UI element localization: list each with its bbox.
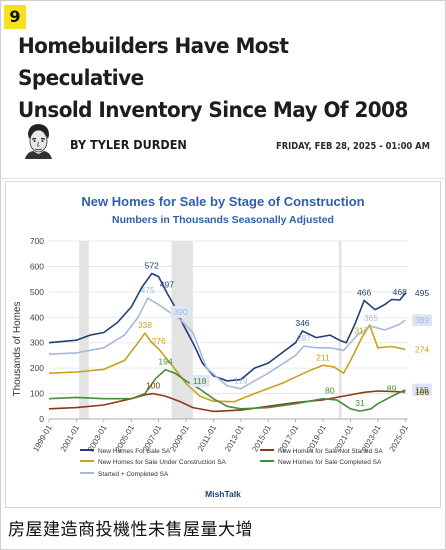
- series-line-0: [48, 272, 406, 382]
- chart-container: New Homes for Sale by Stage of Construct…: [5, 181, 441, 508]
- data-label-495: 495: [415, 288, 429, 298]
- data-label-276: 276: [152, 336, 166, 346]
- series-line-2: [48, 324, 406, 403]
- legend-label-3: New Homes for Sale Completed SA: [278, 459, 382, 466]
- article-headline[interactable]: Homebuilders Have Most Speculative Unsol…: [18, 31, 409, 127]
- chart-title: New Homes for Sale by Stage of Construct…: [81, 194, 364, 209]
- headline-line-2: Unsold Inventory Since May Of 2008: [18, 98, 408, 123]
- data-label-274: 274: [415, 344, 429, 354]
- line-chart: New Homes for Sale by Stage of Construct…: [5, 181, 441, 508]
- data-label-390: 390: [173, 307, 187, 317]
- data-label-365: 365: [364, 313, 378, 323]
- data-label-box-7: [189, 374, 210, 387]
- data-label-346: 346: [295, 318, 309, 328]
- header-divider: [0, 178, 446, 179]
- data-label-106: 106: [415, 387, 429, 397]
- chart-source: MishTalk: [205, 489, 241, 499]
- data-label-box-3: [170, 305, 191, 318]
- data-label-80: 80: [325, 386, 335, 396]
- data-label-89: 89: [387, 383, 397, 393]
- recession-band-2: [338, 241, 342, 419]
- y-tick-label-700: 700: [30, 236, 44, 246]
- data-label-box-21: [412, 314, 432, 327]
- author-byline[interactable]: BY TYLER DURDEN: [70, 137, 187, 152]
- legend-label-2: New Homes for Sale Under Construction SA: [98, 459, 227, 466]
- data-label-466: 466: [357, 288, 371, 298]
- data-label-475: 475: [141, 285, 155, 295]
- data-label-287: 287: [297, 333, 311, 343]
- data-label-31: 31: [355, 398, 365, 408]
- chart-subtitle: Numbers in Thousands Seasonally Adjusted: [112, 214, 334, 226]
- data-label-317: 317: [354, 325, 368, 335]
- data-label-119: 119: [234, 376, 248, 386]
- data-label-338: 338: [138, 320, 152, 330]
- data-label-115: 115: [415, 385, 429, 395]
- series-line-4: [48, 297, 406, 390]
- data-label-box-23: [412, 383, 432, 396]
- y-axis-label: Thousands of Homes: [12, 301, 23, 396]
- y-tick-label-500: 500: [30, 287, 44, 297]
- data-label-100: 100: [146, 381, 160, 391]
- legend-label-0: New Homes For Sale SA: [98, 448, 171, 455]
- publish-date: FRIDAY, FEB 28, 2025 - 01:00 AM: [276, 141, 430, 152]
- data-label-572: 572: [145, 261, 159, 271]
- rank-badge: 9: [4, 5, 26, 29]
- data-label-497: 497: [160, 280, 174, 290]
- y-tick-label-0: 0: [39, 414, 44, 424]
- recession-band-0: [79, 241, 89, 419]
- data-label-194: 194: [158, 357, 172, 367]
- author-avatar[interactable]: [19, 121, 57, 159]
- data-label-468: 468: [393, 287, 407, 297]
- y-tick-label-300: 300: [30, 338, 44, 348]
- data-label-211: 211: [316, 352, 330, 362]
- y-tick-label-400: 400: [30, 312, 44, 322]
- y-tick-label-600: 600: [30, 261, 44, 271]
- legend-label-4: Started + Completed SA: [98, 471, 169, 478]
- y-tick-label-100: 100: [30, 389, 44, 399]
- image-caption: 房屋建造商投機性未售屋量大增: [8, 520, 253, 540]
- data-label-389: 389: [415, 315, 429, 325]
- y-tick-label-200: 200: [30, 363, 44, 373]
- series-line-3: [48, 368, 406, 412]
- headline-line-1: Homebuilders Have Most Speculative: [18, 34, 289, 91]
- data-label-118: 118: [193, 376, 207, 386]
- legend-label-1: New Homes for Sale Not Started SA: [278, 448, 383, 455]
